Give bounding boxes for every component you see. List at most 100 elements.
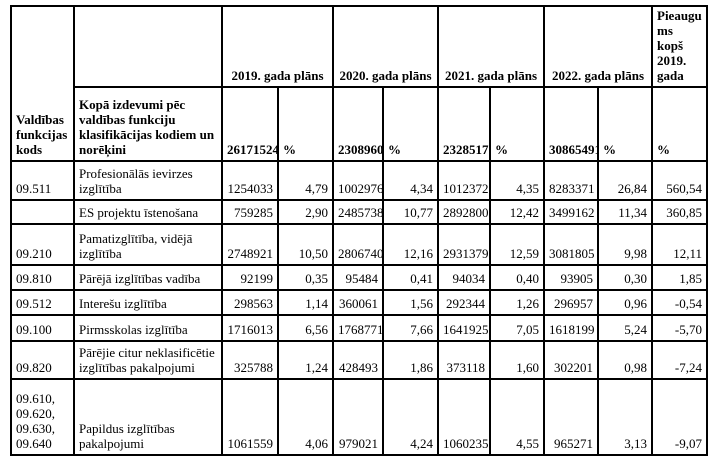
- cell-growth: -5,70: [651, 314, 708, 343]
- cell-2021-value: 1641925: [437, 314, 491, 343]
- cell-growth: -0,54: [651, 289, 708, 317]
- cell-2020-pct: 1,86: [382, 340, 439, 381]
- cell-2021-pct: 1,26: [489, 289, 545, 317]
- cell-growth: 360,85: [651, 199, 708, 226]
- cell-code: 09.610, 09.620, 09.630, 09.640: [10, 378, 75, 456]
- table-row: 09.810 Pārējā izglītības vadība 92199 0,…: [10, 264, 708, 292]
- cell-code: 09.820: [10, 340, 75, 381]
- cell-2021-value: 2931379: [437, 223, 491, 267]
- header-code-label: Valdības funkcijas kods: [10, 4, 75, 163]
- cell-2022-value: 3081805: [543, 223, 599, 267]
- cell-code: 09.210: [10, 223, 75, 267]
- cell-2022-value: 296957: [543, 289, 599, 317]
- cell-growth: 560,54: [651, 160, 708, 202]
- cell-2022-pct: 9,98: [597, 223, 653, 267]
- cell-2022-pct: 0,96: [597, 289, 653, 317]
- header-pct-2020: %: [382, 86, 439, 163]
- cell-2021-pct: 12,42: [489, 199, 545, 226]
- cell-2022-value: 93905: [543, 264, 599, 292]
- header-pct-2022: %: [597, 86, 653, 163]
- cell-function-name: Pirmsskolas izglītība: [73, 314, 223, 343]
- header-pct-2021: %: [489, 86, 545, 163]
- header-pct-2019: %: [277, 86, 334, 163]
- cell-growth: -7,24: [651, 340, 708, 381]
- header-growth-pct: %: [651, 86, 708, 163]
- cell-2020-pct: 7,66: [382, 314, 439, 343]
- cell-code: 09.511: [10, 160, 75, 202]
- cell-growth: 1,85: [651, 264, 708, 292]
- cell-2021-pct: 4,35: [489, 160, 545, 202]
- cell-function-name: Profesionālās ievirzes izglītība: [73, 160, 223, 202]
- cell-function-name: Pārējie citur neklasificētie izglītības …: [73, 340, 223, 381]
- cell-growth: -9,07: [651, 378, 708, 456]
- cell-2019-value: 1716013: [221, 314, 279, 343]
- cell-2019-pct: 1,24: [277, 340, 334, 381]
- cell-2021-pct: 0,40: [489, 264, 545, 292]
- cell-2020-value: 1002976: [332, 160, 384, 202]
- header-year-2019: 2019. gada plāns: [221, 4, 334, 89]
- cell-2019-value: 1254033: [221, 160, 279, 202]
- cell-2019-pct: 2,90: [277, 199, 334, 226]
- cell-2022-value: 965271: [543, 378, 599, 456]
- cell-2019-value: 92199: [221, 264, 279, 292]
- cell-2021-value: 373118: [437, 340, 491, 381]
- table-row: 09.511 Profesionālās ievirzes izglītība …: [10, 160, 708, 202]
- cell-2022-value: 1618199: [543, 314, 599, 343]
- header-growth-label: Pieaugums kopš 2019. gada: [651, 4, 708, 89]
- cell-2021-pct: 7,05: [489, 314, 545, 343]
- cell-2020-pct: 12,16: [382, 223, 439, 267]
- cell-2021-value: 94034: [437, 264, 491, 292]
- cell-2021-value: 1012372: [437, 160, 491, 202]
- cell-2019-pct: 10,50: [277, 223, 334, 267]
- cell-2020-value: 1768771: [332, 314, 384, 343]
- cell-2022-pct: 0,30: [597, 264, 653, 292]
- cell-2019-value: 325788: [221, 340, 279, 381]
- budget-table-container: Valdības funkcijas kods 2019. gada plāns…: [10, 4, 708, 456]
- cell-function-name: Pārējā izglītības vadība: [73, 264, 223, 292]
- cell-2021-pct: 1,60: [489, 340, 545, 381]
- cell-2022-value: 302201: [543, 340, 599, 381]
- cell-growth: 12,11: [651, 223, 708, 267]
- header-row-totals: Kopā izdevumi pēc valdības funkciju klas…: [11, 86, 708, 163]
- cell-2020-pct: 10,77: [382, 199, 439, 226]
- cell-2022-pct: 11,34: [597, 199, 653, 226]
- header-total-2022: 30865491: [543, 86, 599, 163]
- cell-2019-value: 1061559: [221, 378, 279, 456]
- cell-2022-pct: 0,98: [597, 340, 653, 381]
- header-year-2020: 2020. gada plāns: [332, 4, 439, 89]
- cell-2020-pct: 4,24: [382, 378, 439, 456]
- cell-function-name: Papildus izglītības pakalpojumi: [73, 378, 223, 456]
- header-row-years: Valdības funkcijas kods 2019. gada plāns…: [10, 4, 708, 163]
- cell-2019-value: 2748921: [221, 223, 279, 267]
- cell-2020-value: 95484: [332, 264, 384, 292]
- table-row: 09.610, 09.620, 09.630, 09.640 Papildus …: [10, 378, 708, 456]
- header-year-2022: 2022. gada plāns: [543, 4, 653, 89]
- budget-functions-table: Valdības funkcijas kods 2019. gada plāns…: [10, 4, 708, 456]
- cell-2020-pct: 0,41: [382, 264, 439, 292]
- cell-2021-value: 2892800: [437, 199, 491, 226]
- table-row: ES projektu īstenošana 759285 2,90 24857…: [10, 199, 708, 226]
- cell-2020-value: 2485738: [332, 199, 384, 226]
- cell-2021-value: 292344: [437, 289, 491, 317]
- table-row: 09.100 Pirmsskolas izglītība 1716013 6,5…: [10, 314, 708, 343]
- cell-2019-pct: 1,14: [277, 289, 334, 317]
- cell-2021-pct: 12,59: [489, 223, 545, 267]
- cell-2022-value: 3499162: [543, 199, 599, 226]
- cell-2021-pct: 4,55: [489, 378, 545, 456]
- header-empty-cell: [73, 4, 223, 89]
- cell-2021-value: 1060235: [437, 378, 491, 456]
- cell-code: [10, 199, 75, 226]
- cell-function-name: Pamatizglītība, vidējā izglītība: [73, 223, 223, 267]
- cell-2019-pct: 6,56: [277, 314, 334, 343]
- header-name-label: Kopā izdevumi pēc valdības funkciju klas…: [73, 86, 223, 163]
- cell-2020-value: 360061: [332, 289, 384, 317]
- cell-function-name: ES projektu īstenošana: [73, 199, 223, 226]
- cell-2019-value: 759285: [221, 199, 279, 226]
- cell-2020-pct: 4,34: [382, 160, 439, 202]
- cell-2019-value: 298563: [221, 289, 279, 317]
- cell-code: 09.100: [10, 314, 75, 343]
- table-row: 09.210 Pamatizglītība, vidējā izglītība …: [10, 223, 708, 267]
- cell-function-name: Interešu izglītība: [73, 289, 223, 317]
- cell-2019-pct: 0,35: [277, 264, 334, 292]
- cell-code: 09.512: [10, 289, 75, 317]
